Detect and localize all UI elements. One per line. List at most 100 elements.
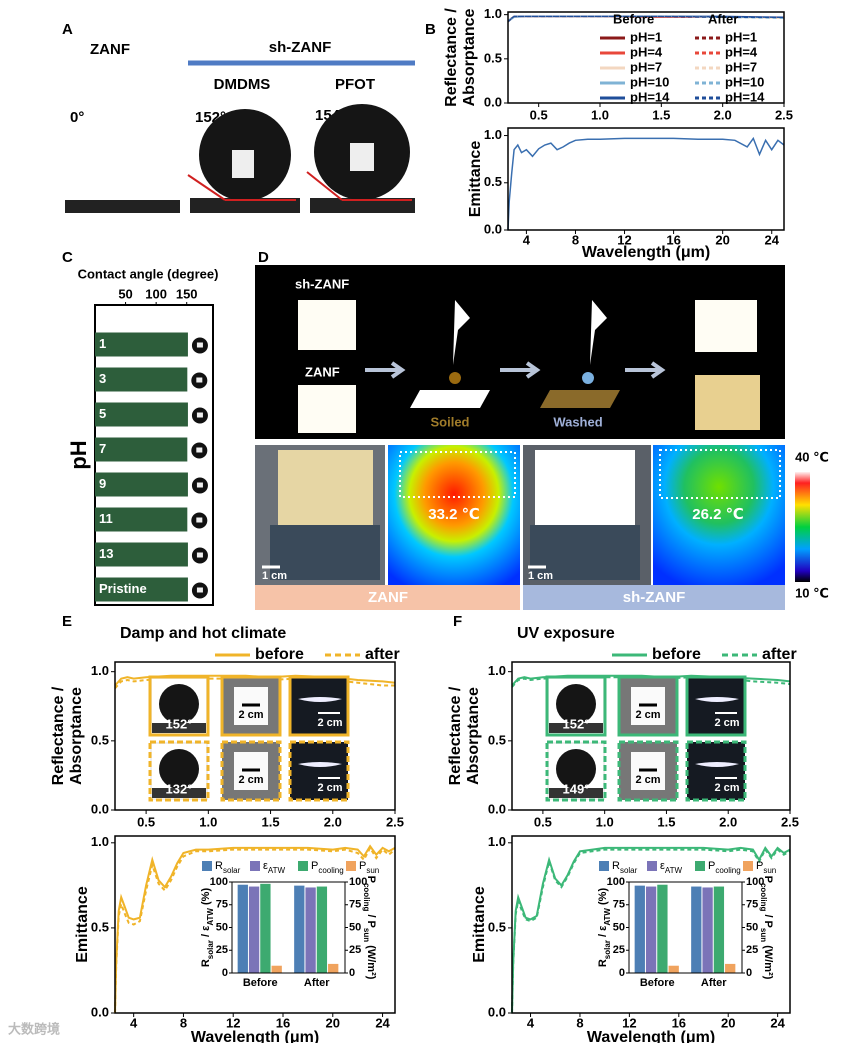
- y2-tick-label: 50: [746, 921, 758, 933]
- legend-swatch: [647, 861, 657, 871]
- bar: [95, 367, 188, 392]
- scale-label: 2 cm: [714, 717, 739, 729]
- droplet-highlight: [196, 517, 203, 523]
- x-tick-label: 4: [523, 232, 531, 247]
- y-axis-label: Reflectance /: [443, 8, 460, 107]
- bar: [271, 965, 282, 973]
- legend-label: pH=10: [630, 74, 669, 89]
- label-part: / ε: [597, 925, 609, 940]
- legend-label: after: [762, 646, 797, 663]
- y-tick-label: 1.0: [488, 834, 506, 849]
- legend-label: before: [652, 646, 701, 663]
- y-tick-label: 100: [607, 876, 625, 888]
- x-tick-label: Before: [243, 977, 278, 989]
- legend-swatch: [346, 861, 356, 871]
- bar: [702, 887, 713, 973]
- label-part: solar: [206, 940, 215, 959]
- label-part: sun: [759, 928, 768, 942]
- label-part: / P: [762, 911, 774, 928]
- x-tick-label: Before: [640, 977, 675, 989]
- color-scale: [795, 472, 810, 582]
- sample: [298, 385, 356, 433]
- sample: [695, 300, 757, 352]
- legend-name: R: [215, 860, 223, 872]
- legend-name: ε: [263, 860, 268, 872]
- droplet-highlight: [196, 342, 203, 348]
- x-axis-label: Wavelength (μm): [191, 1029, 319, 1043]
- legend-name: P: [359, 860, 366, 872]
- label-part: (W/m²): [365, 942, 377, 980]
- drop: [582, 372, 594, 384]
- droplet-highlight: [196, 377, 203, 383]
- label-part: R: [597, 959, 609, 967]
- legend-label: Rsolar: [612, 860, 638, 875]
- panel-letter: F: [453, 613, 462, 630]
- label-part: / ε: [200, 925, 212, 940]
- y-axis-label: Reflectance /: [447, 686, 464, 785]
- label: DMDMS: [214, 76, 271, 93]
- x-tick-label: 2.0: [714, 107, 732, 122]
- x-tick-label: 12: [622, 1015, 636, 1030]
- axis-label: Rsolar / εATW (%): [200, 888, 215, 968]
- thermal-image: [653, 445, 785, 585]
- drop: [449, 372, 461, 384]
- x-tick-label: 24: [764, 232, 779, 247]
- bar: [95, 402, 188, 427]
- y-axis-label: Emittance: [74, 886, 91, 963]
- legend-swatch: [298, 861, 308, 871]
- x-axis-label: Contact angle (degree): [78, 266, 219, 281]
- label-part: sun: [362, 928, 371, 942]
- y2-tick-label: 25: [349, 944, 361, 956]
- y-tick-label: 0.0: [484, 94, 502, 109]
- y-axis-label: Absorptance: [465, 687, 482, 785]
- legend-title: Before: [613, 11, 654, 26]
- plot-frame: [114, 835, 396, 1014]
- panel-letter: C: [62, 249, 73, 266]
- y-tick-label: 1.0: [484, 6, 502, 21]
- x-tick-label: 2.5: [781, 814, 799, 829]
- panel-letter: D: [258, 249, 269, 266]
- bar: [237, 884, 248, 973]
- label-part: / P: [365, 911, 377, 928]
- legend-name: P: [708, 860, 715, 872]
- x-tick-label: 4: [527, 1015, 535, 1030]
- y-tick-label: 0.5: [91, 732, 109, 747]
- x-tick-label: 12: [617, 232, 631, 247]
- temperature: 26.2 ℃: [692, 506, 744, 523]
- x-tick-label: 8: [572, 232, 579, 247]
- bar: [634, 885, 645, 973]
- bar: [725, 963, 736, 973]
- angle-label: 0°: [70, 109, 84, 126]
- legend-sub: cooling: [715, 866, 740, 875]
- scale-label: 2 cm: [635, 774, 660, 786]
- data-line: [114, 844, 396, 1014]
- category-label: 7: [99, 441, 106, 456]
- y-axis-label: Absorptance: [461, 9, 478, 107]
- scale-label: 2 cm: [317, 717, 342, 729]
- y-tick-label: 75: [216, 899, 228, 911]
- plot-frame: [511, 835, 791, 1014]
- x-tick-label: 0.5: [530, 107, 548, 122]
- y-tick-label: 0.0: [484, 221, 502, 236]
- category-label: 11: [99, 511, 113, 526]
- angle-label: 152°: [166, 716, 193, 731]
- x-tick-label: 20: [721, 1015, 735, 1030]
- angle-label: 149°: [563, 781, 590, 796]
- scale-label: 2 cm: [635, 709, 660, 721]
- legend-label: pH=1: [630, 29, 662, 44]
- y-tick-label: 1.0: [488, 663, 506, 678]
- category-label: 1: [99, 336, 106, 351]
- droplet: [159, 684, 199, 724]
- substrate: [65, 200, 180, 213]
- plot-frame: [507, 127, 785, 231]
- label: PFOT: [335, 76, 375, 93]
- category-label: 9: [99, 476, 106, 491]
- legend-sub: ATW: [665, 866, 683, 875]
- category-label: 13: [99, 546, 113, 561]
- scale-label: 2 cm: [238, 709, 263, 721]
- axis-label: Pcooling / Psun (W/m²): [362, 876, 377, 980]
- substrate: [310, 198, 415, 213]
- label-part: (%): [597, 888, 609, 909]
- thermal-image: [388, 445, 520, 585]
- x-tick-label: 0.5: [534, 814, 552, 829]
